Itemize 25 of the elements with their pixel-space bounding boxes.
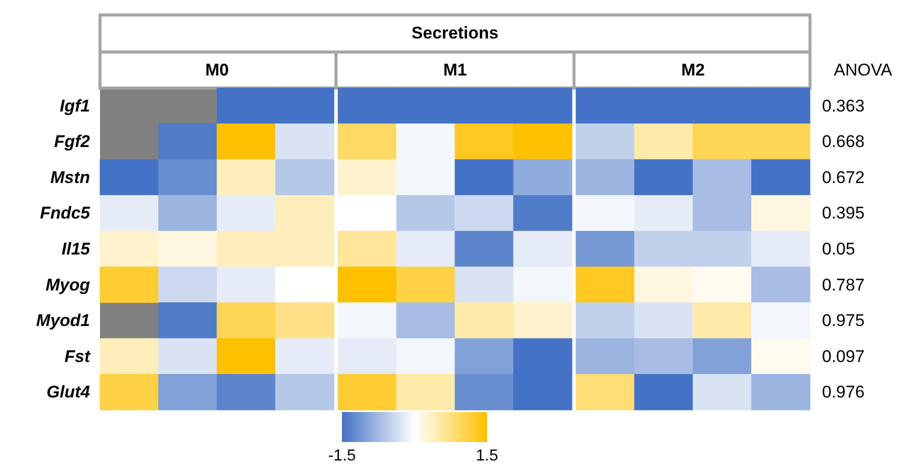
text: M1 (443, 60, 467, 80)
y-tick-label: Myod1 (36, 311, 90, 330)
y2-tick-label: 0.975 (822, 311, 865, 330)
color-bar-label: 1.5 (476, 448, 498, 464)
y-tick-label: Fgf2 (54, 132, 91, 152)
y-tick-label: Mstn (50, 168, 90, 187)
y2-axis-title: ANOVA (834, 60, 893, 80)
y-tick-label: Fndc5 (40, 204, 91, 223)
y2-tick-label: 0.363 (822, 96, 865, 116)
text: M0 (205, 60, 229, 80)
y2-tick-label: 0.05 (822, 240, 856, 258)
y-tick-label: Fst (64, 346, 92, 366)
y2-tick-label: 0.787 (822, 275, 865, 294)
y2-tick-label: 0.672 (822, 168, 865, 187)
text: M2 (681, 60, 705, 80)
y2-tick-label: 0.668 (822, 132, 865, 152)
y-tick-label: Il15 (62, 240, 91, 258)
y2-tick-label: 0.976 (822, 382, 865, 402)
y2-tick-label: 0.395 (822, 204, 865, 223)
y2-tick-label: 0.097 (822, 346, 865, 366)
y-tick-label: Glut4 (46, 382, 91, 402)
y-tick-label: Igf1 (60, 96, 90, 116)
color-bar-label: -1.5 (328, 448, 356, 464)
chart-title: Secretions (412, 24, 498, 42)
y-tick-label: Myog (46, 275, 91, 294)
